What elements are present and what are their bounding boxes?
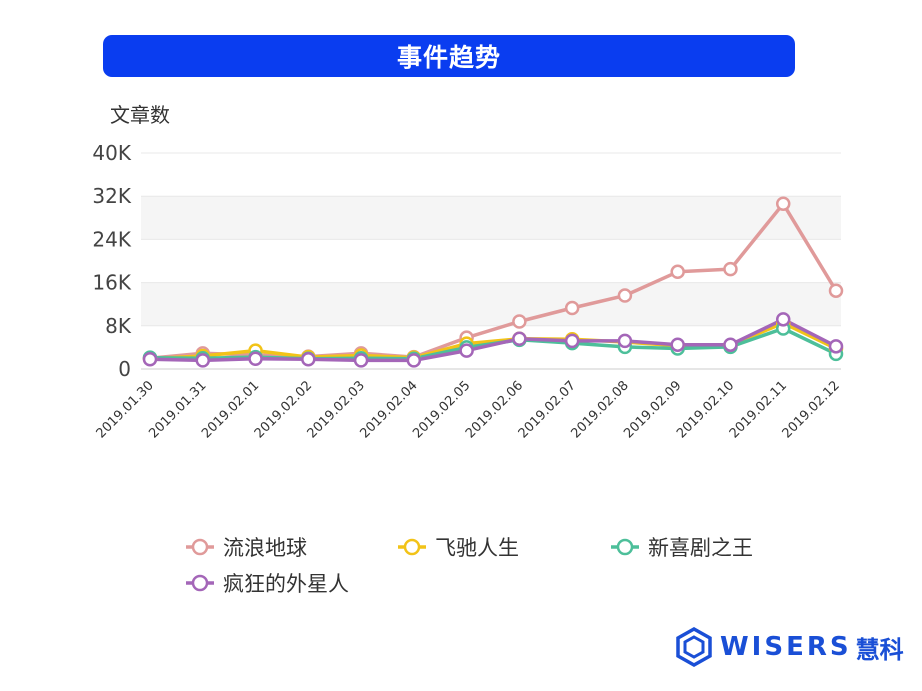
data-point (301, 352, 316, 367)
legend-item[interactable]: 疯狂的外星人 (185, 568, 349, 598)
y-tick-label: 16K (92, 271, 131, 295)
plot-band (141, 196, 841, 240)
plot-band (141, 282, 841, 326)
data-point (775, 312, 791, 327)
series-points (142, 196, 844, 368)
data-point (828, 339, 844, 354)
line-chart: 0 8K 16K 24K 32K 40K 2019.01.302019.01.312019… (92, 141, 844, 441)
y-tick-label: 8K (105, 314, 132, 338)
data-point (248, 351, 263, 366)
series-line-0 (149, 202, 838, 360)
series-line-3 (149, 317, 837, 363)
data-point (459, 343, 474, 358)
y-tick-label: 32K (92, 184, 131, 208)
data-point (564, 333, 580, 349)
data-point (142, 352, 158, 367)
gridlines (141, 152, 841, 370)
chart-title: 事件趋势 (103, 35, 795, 77)
legend-marker-icon (186, 574, 214, 592)
data-point (406, 353, 422, 368)
y-tick-label: 0 (118, 357, 131, 381)
data-point (723, 337, 738, 352)
data-point (670, 264, 685, 280)
plot-bands (141, 196, 841, 326)
wisers-logo: WISERS 慧科 (676, 627, 904, 667)
legend-item[interactable]: 飞驰人生 (397, 532, 519, 562)
data-point (564, 300, 580, 316)
data-point (512, 314, 527, 329)
data-point (775, 196, 791, 212)
data-point (617, 333, 633, 349)
legend-item[interactable]: 新喜剧之王 (610, 532, 753, 562)
y-tick-label: 24K (92, 227, 131, 251)
logo-text: WISERS (720, 632, 852, 662)
legend-label: 新喜剧之王 (648, 536, 753, 560)
data-point (512, 331, 527, 347)
y-ticks: 0 8K 16K 24K 32K 40K (92, 141, 131, 381)
hexagon-logo-icon (676, 627, 712, 667)
data-point (723, 261, 738, 277)
data-point (828, 283, 844, 298)
y-tick-label: 40K (92, 141, 131, 165)
data-point (670, 337, 685, 352)
x-ticks: 2019.01.302019.01.312019.02.012019.02.02… (94, 378, 843, 441)
legend-label: 飞驰人生 (435, 536, 519, 560)
legend-marker-icon (186, 538, 214, 556)
data-point (353, 353, 369, 368)
data-point (617, 288, 633, 303)
legend-marker-icon (611, 538, 639, 556)
x-tick-label: 2019.02.12 (780, 378, 843, 441)
logo-text-cn: 慧科 (855, 635, 904, 664)
legend-label: 疯狂的外星人 (223, 572, 349, 596)
series-lines (149, 202, 838, 363)
legend-label: 流浪地球 (223, 536, 307, 560)
legend-item[interactable]: 流浪地球 (185, 532, 307, 562)
legend-marker-icon (398, 538, 426, 556)
y-axis-label: 文章数 (110, 103, 170, 127)
data-point (195, 353, 211, 368)
